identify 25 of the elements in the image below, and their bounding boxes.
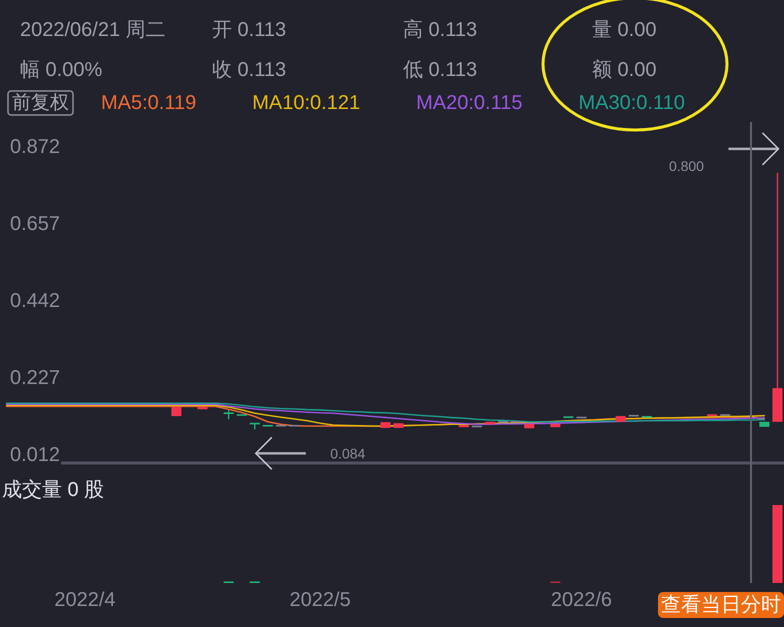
button: 查看当日分时: [658, 592, 784, 618]
ytick: 0.442: [10, 290, 60, 312]
xtick: 2022/5: [290, 589, 351, 611]
legend: MA30:0.110: [578, 92, 685, 114]
extreme-label: 0.084: [330, 445, 366, 462]
ytick: 0.227: [10, 367, 60, 390]
header-text: 收 0.113: [212, 59, 286, 81]
legend: MA10:0.121: [252, 92, 360, 114]
header-text: 幅 0.00%: [20, 59, 102, 81]
ytick: 0.872: [10, 136, 60, 158]
header-text: 量 0.00: [592, 19, 656, 41]
ytick: 0.012: [10, 444, 60, 466]
title: 成交量 0 股: [2, 479, 104, 501]
header-text: 低 0.113: [403, 59, 478, 81]
header-text: 高 0.113: [403, 19, 478, 41]
header-text: 额 0.00: [592, 59, 656, 81]
extreme-label: 0.800: [668, 158, 704, 174]
control-box: 前复权: [7, 90, 74, 116]
header-text: 2022/06/21 周二: [20, 19, 166, 41]
header-text: 开 0.113: [212, 19, 286, 41]
xtick: 2022/6: [550, 589, 612, 611]
ytick: 0.657: [10, 213, 60, 236]
legend: MA20:0.115: [416, 92, 522, 114]
legend: MA5:0.119: [101, 92, 196, 114]
xtick: 2022/4: [54, 589, 116, 611]
